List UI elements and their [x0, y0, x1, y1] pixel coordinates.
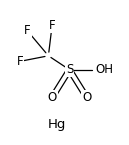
Text: F: F [24, 24, 31, 37]
Text: F: F [17, 55, 23, 68]
Text: O: O [47, 91, 57, 104]
Text: F: F [49, 19, 55, 32]
Text: S: S [66, 63, 73, 76]
Text: O: O [82, 91, 91, 104]
Text: OH: OH [95, 63, 114, 76]
Text: Hg: Hg [48, 117, 66, 130]
